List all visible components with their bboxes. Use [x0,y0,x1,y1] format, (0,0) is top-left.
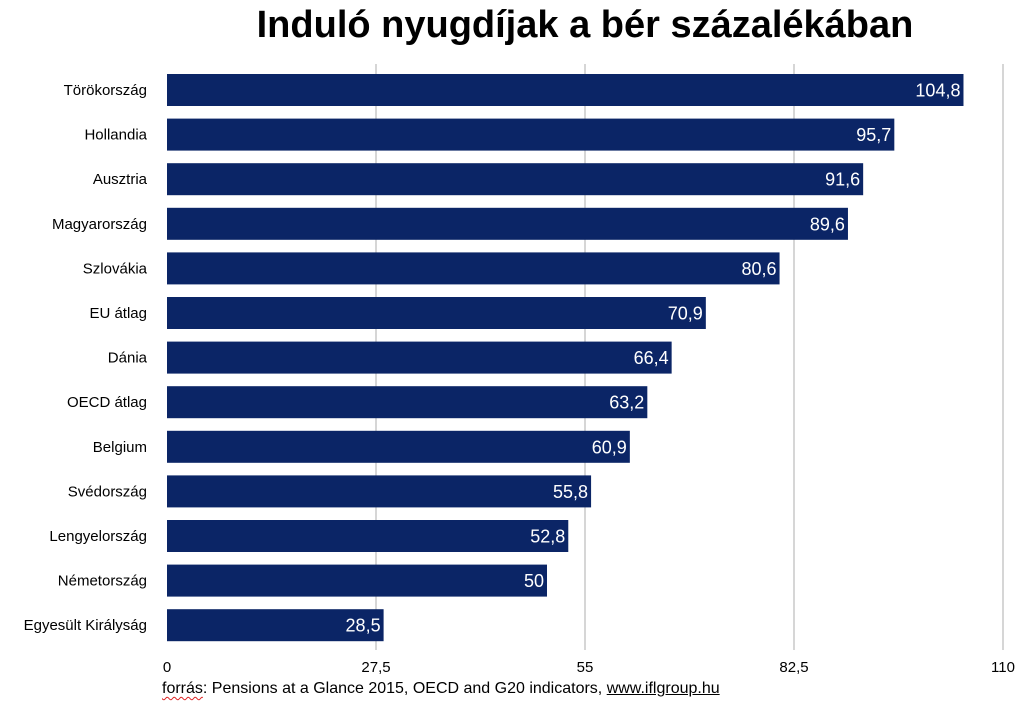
chart-title: Induló nyugdíjak a bér százalékában [256,4,914,46]
bar [167,609,384,642]
x-tick-label: 82,5 [779,659,808,676]
category-label: Ausztria [93,171,148,188]
category-label: Belgium [93,439,147,456]
bar-value-label: 91,6 [825,170,860,190]
bar [167,475,592,508]
category-label: Törökország [64,82,147,99]
bar [167,430,630,463]
bar-value-label: 104,8 [915,81,960,101]
bar [167,520,569,552]
x-tick-label: 55 [577,659,594,676]
x-tick-label: 110 [991,659,1015,676]
bar-value-label: 60,9 [592,437,627,457]
source-text: : Pensions at a Glance 2015, OECD and G2… [202,680,607,697]
bar [167,297,706,329]
category-label: Lengyelország [49,528,147,545]
x-tick-label: 0 [163,659,171,676]
bar-value-label: 52,8 [530,527,565,547]
category-label: Szlovákia [83,260,148,277]
bar-value-label: 28,5 [346,616,381,636]
category-label: Svédország [68,483,147,500]
bar-value-label: 80,6 [742,259,777,279]
bar [167,207,848,240]
category-label: EU átlag [89,305,147,322]
bar-value-label: 95,7 [856,125,891,145]
bars: 104,8 95,7 91,6 89,6 80,6 70,9 66,4 63,2 60,9 55,… [167,74,964,642]
category-labels: Törökország Hollandia Ausztria Magyarország… [24,82,148,634]
bar [167,341,672,374]
category-label: Magyarország [52,216,147,233]
bar [167,386,648,419]
bar [167,564,547,597]
bar-value-label: 66,4 [634,348,669,368]
bar-value-label: 63,2 [609,393,644,413]
x-axis-ticks: 0 27,5 55 82,5 110 [163,659,1015,676]
category-label: OECD átlag [67,394,147,411]
bar-value-label: 50 [524,571,544,591]
source-note: forrás: Pensions at a Glance 2015, OECD … [162,680,720,698]
category-label: Egyesült Királyság [24,617,147,634]
bar-value-label: 55,8 [553,482,588,502]
bar-value-label: 89,6 [810,214,845,234]
source-link[interactable]: www.iflgroup.hu [606,680,720,697]
bar [167,252,780,285]
source-prefix: forrás [162,680,203,697]
bar [167,163,864,196]
bar [167,74,964,106]
category-label: Dánia [108,350,148,367]
bar [167,118,895,151]
x-tick-label: 27,5 [361,659,390,676]
bar-value-label: 70,9 [668,304,703,324]
category-label: Hollandia [84,127,147,144]
category-label: Németország [58,573,147,590]
